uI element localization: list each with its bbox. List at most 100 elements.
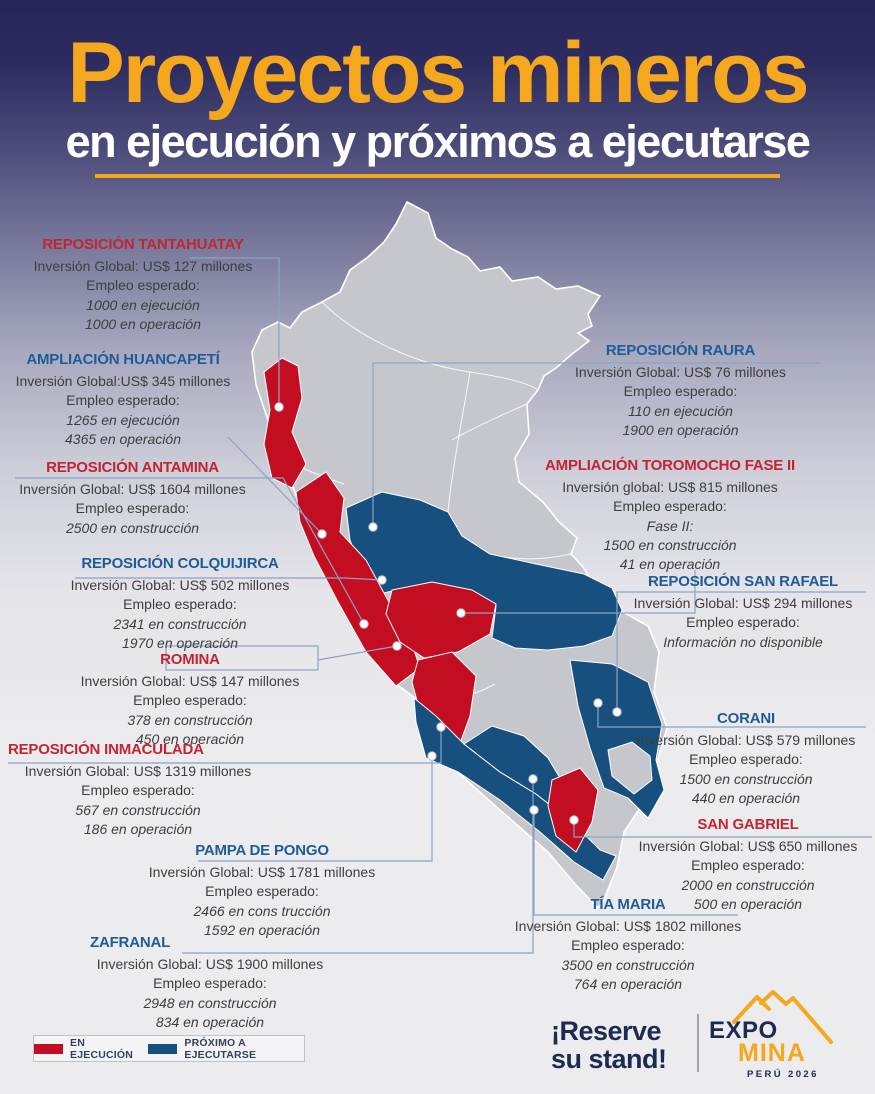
project-label-sangabriel: SAN GABRIEL Inversión Global: US$ 650 mi… [624,816,872,914]
project-employment-line: 2466 en cons trucción [193,902,331,919]
project-title: AMPLIACIÓN HUANCAPETÍ [26,351,220,368]
project-title: REPOSICIÓN SAN RAFAEL [648,573,838,590]
project-label-toromocho: AMPLIACIÓN TOROMOCHO FASE II Inversión g… [530,457,810,575]
map-marker-sanrafael [612,707,622,717]
project-employment-line: 3500 en construcción [561,956,695,973]
project-investment: Inversión Global: US$ 650 millones [638,838,858,854]
logo-peru-year-text: PERÚ 2026 [747,1069,819,1080]
map-marker-corani [593,698,603,708]
project-employment-label: Empleo esperado: [133,692,247,709]
map-marker-romina [392,641,402,651]
project-markers [274,402,622,825]
connector-tantahuatay [190,257,280,407]
project-label-pampa: PAMPA DE PONGO Inversión Global: US$ 178… [142,842,382,940]
project-title: REPOSICIÓN INMACULADA [8,741,204,758]
project-investment: Inversión Global: US$ 294 millones [633,595,853,611]
project-investment: Inversión Global: US$ 76 millones [575,364,786,380]
project-title: ROMINA [160,651,220,668]
title-underline [95,174,780,179]
project-investment: Inversión Global:US$ 345 millones [15,373,231,389]
connector-pampa [198,760,433,862]
project-label-tiamaria: TÍA MARIA Inversión Global: US$ 1802 mil… [508,896,748,994]
project-investment: Inversión Global: US$ 1781 millones [148,864,376,880]
project-employment-line: 2500 en construcción [65,519,200,536]
project-employment-label: Empleo esperado: [123,596,237,613]
connector-toromocho [466,570,696,614]
project-label-inmaculada: REPOSICIÓN INMACULADA Inversión Global: … [8,741,268,839]
project-employment-line: 764 en operación [573,975,683,992]
expomina-mountains-icon [732,990,833,1044]
project-investment: Inversión Global: US$ 1604 millones [19,481,246,497]
project-employment-label: Empleo esperado: [205,883,319,900]
project-employment-label: Empleo esperado: [689,751,803,768]
connector-romina-box [165,645,319,671]
project-employment-line: Fase II: [646,517,694,534]
status-legend: EN EJECUCIÓN PRÓXIMO A EJECUTARSE [33,1035,305,1062]
project-employment-line: 567 en construcción [75,801,201,818]
project-label-sanrafael: REPOSICIÓN SAN RAFAEL Inversión Global: … [618,573,868,652]
project-employment-line: 1500 en construcción [603,536,737,553]
project-employment-label: Empleo esperado: [686,614,800,631]
connector-raura [372,362,820,531]
connector-zafranal [182,783,534,954]
project-investment: Inversión Global: US$ 579 millones [636,732,856,748]
project-employment-label: Empleo esperado: [613,498,727,515]
legend-swatch-proximo [148,1043,178,1054]
project-employment-line: 440 en operación [691,789,801,806]
project-employment-label: Empleo esperado: [66,392,180,409]
map-marker-raura [368,522,378,532]
project-label-zafranal: ZAFRANAL Inversión Global: US$ 1900 mill… [90,934,330,1032]
project-employment-line: 110 en ejecución [628,402,733,419]
project-title: REPOSICIÓN COLQUIJIRCA [81,555,279,572]
map-marker-toromocho [456,608,466,618]
project-employment-line: 1970 en operación [122,634,238,651]
project-employment-line: 1592 en operación [204,921,320,938]
project-investment: Inversión Global: US$ 1900 millones [96,956,324,972]
project-label-antamina: REPOSICIÓN ANTAMINA Inversión Global: US… [5,459,260,538]
legend-swatch-en-ejecucion [34,1043,64,1054]
project-employment-label: Empleo esperado: [571,937,685,954]
logo-mina-text: MINA [738,1039,806,1067]
reserve-stand-cta: ¡Reserve su stand! [551,1016,667,1074]
poster-title: Proyectos mineros [67,25,809,121]
project-title: CORANI [717,710,775,727]
connector-huancapeti [227,436,323,535]
connector-colquijirca [75,577,383,581]
cta-line2: su stand! [551,1043,667,1074]
map-marker-sangabriel [569,815,579,825]
project-employment-line: 450 en operación [135,730,245,747]
project-employment-label: Empleo esperado: [86,277,200,294]
project-label-huancapeti: AMPLIACIÓN HUANCAPETÍ Inversión Global:U… [2,351,244,449]
project-employment-line: 834 en operación [155,1013,265,1030]
project-employment-line: 1000 en operación [85,315,201,332]
project-employment-line: 1500 en construcción [679,770,813,787]
project-employment-line: Información no disponible [663,633,823,650]
header: Proyectos mineros en ejecución y próximo… [0,0,875,179]
project-employment-line: 1900 en operación [622,421,739,438]
project-employment-label: Empleo esperado: [623,383,738,400]
project-employment-label: Empleo esperado: [75,500,190,517]
map-marker-colquijirca [377,575,387,585]
poster-subtitle: en ejecución y próximos a ejecutarse [65,116,811,167]
project-employment-line: 2341 en construcción [113,615,247,632]
connector-tiamaria [533,814,738,916]
project-investment: Inversión Global: US$ 127 millones [33,258,253,274]
project-employment-line: 500 en operación [693,895,803,912]
project-title: PAMPA DE PONGO [195,842,329,859]
project-label-colquijirca: REPOSICIÓN COLQUIJIRCA Inversión Global:… [40,555,320,653]
expomina-logo: EXPO MINA PERÚ 2026 [709,1019,819,1081]
map-lake-titicaca [607,741,653,795]
project-investment: Inversión Global: US$ 1319 millones [24,763,252,779]
map-marker-tiamaria [529,805,539,815]
project-label-corani: CORANI Inversión Global: US$ 579 millone… [622,710,870,808]
map-marker-tantahuatay [274,402,284,412]
cta-line1: ¡Reserve [551,1016,662,1046]
project-employment-line: 4365 en operación [65,430,181,447]
project-title: REPOSICIÓN ANTAMINA [46,459,219,476]
project-employment-label: Empleo esperado: [153,975,267,992]
project-investment: Inversión Global: US$ 502 millones [70,577,290,593]
connector-antamina [15,477,365,625]
project-title: AMPLIACIÓN TOROMOCHO FASE II [545,457,795,474]
